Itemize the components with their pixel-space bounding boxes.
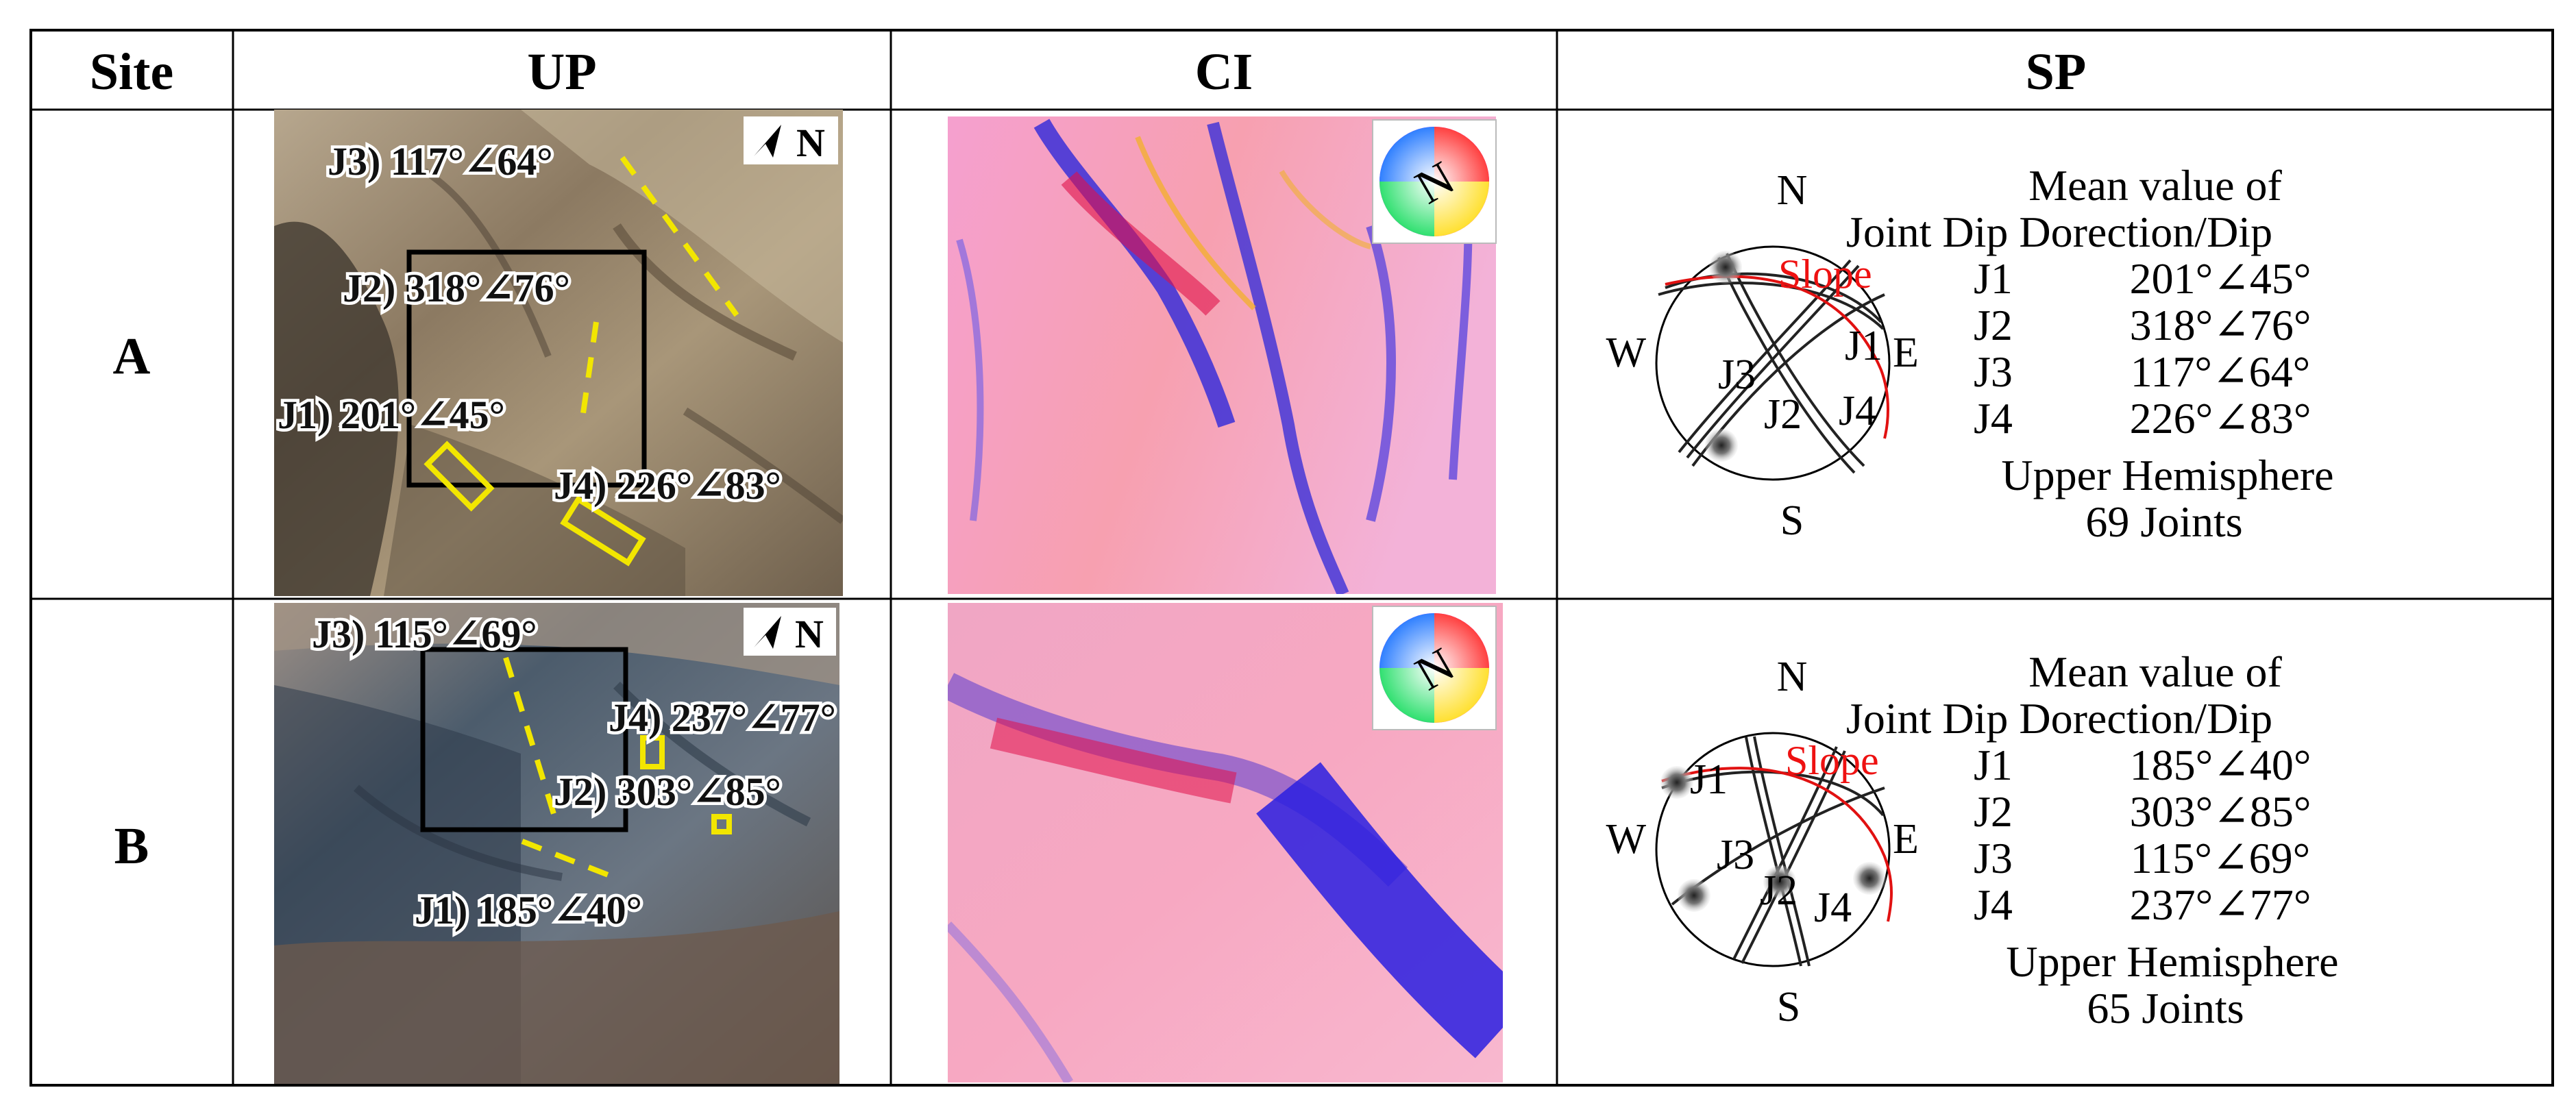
north-label-b: N: [795, 612, 824, 656]
sp-hemisphere-a: Upper Hemisphere: [2001, 451, 2333, 499]
sp-compass-e-a: E: [1893, 330, 1919, 376]
trace-j4-b: [640, 735, 665, 769]
sp-plot-j2-a: J2: [1764, 391, 1802, 438]
sp-compass-n-b: N: [1777, 654, 1808, 700]
color-wheel-compass-icon: N: [1372, 119, 1497, 244]
sp-joint-name: J4: [1974, 394, 2013, 443]
header-sp: SP: [2026, 43, 2087, 101]
sp-compass-n-a: N: [1777, 167, 1808, 214]
sp-count-b: 65 Joints: [2087, 984, 2244, 1032]
table-grid: [29, 29, 2554, 1087]
sp-compass-s-a: S: [1780, 497, 1804, 544]
up-overlay-b: N J3) 115°∠69° J4) 237°∠77° J2) 303°∠85°…: [309, 608, 839, 936]
north-badge-b: [744, 608, 836, 656]
sp-compass-e-b: E: [1893, 816, 1919, 863]
site-label-a: A: [113, 327, 151, 385]
sp-header-b: Joint Dip Dorection/Dip: [1846, 694, 2272, 743]
trace-j1-a: [424, 441, 495, 512]
sp-joint-value: 117°∠64°: [2131, 347, 2310, 396]
up-label-j3-b: J3) 115°∠69°: [312, 612, 537, 656]
trace-j4-a: [560, 495, 646, 567]
sp-joint-value: 226°∠83°: [2130, 394, 2311, 443]
header-up: UP: [527, 43, 596, 101]
header-ci: CI: [1195, 43, 1253, 101]
sp-joint-name: J2: [1974, 301, 2013, 349]
sp-slope-label-a: Slope: [1778, 251, 1872, 297]
sp-hemisphere-b: Upper Hemisphere: [2006, 937, 2338, 986]
stereonet-b: N S W E Slope J1 J2 J3 J4: [1606, 654, 1918, 1030]
north-badge-a: [744, 116, 838, 164]
sp-joint-value: 318°∠76°: [2130, 301, 2311, 349]
north-label-a: N: [796, 121, 825, 165]
up-label-j3-a: J3) 117°∠64°: [328, 139, 553, 184]
up-label-j2-a: J2) 318°∠76°: [343, 266, 570, 310]
up-label-j4-b: J4) 237°∠77°: [609, 695, 836, 740]
sp-joint-name: J1: [1974, 254, 2013, 303]
sp-plot-j1-a: J1: [1845, 323, 1882, 369]
sp-joint-value: 237°∠77°: [2130, 880, 2311, 929]
stereonet-a: N S W E Slope J1 J2 J3 J4: [1606, 167, 1918, 544]
trace-j1-b: [521, 839, 618, 881]
up-label-j2-b: J2) 303°∠85°: [554, 769, 781, 814]
sp-slope-label-b: Slope: [1785, 738, 1879, 783]
zoom-box-a: [406, 249, 647, 488]
sp-joint-value: 303°∠85°: [2130, 787, 2311, 836]
trace-j2-b: [711, 814, 732, 834]
sp-plot-j1-b: J1: [1690, 756, 1728, 803]
up-photo-a: [274, 110, 843, 596]
sp-joint-value: 115°∠69°: [2131, 834, 2310, 882]
ci-image-b: [948, 603, 1503, 1082]
sp-joint-name: J1: [1974, 741, 2013, 789]
sp-count-a: 69 Joints: [2085, 497, 2242, 546]
sp-plot-j4-b: J4: [1814, 884, 1852, 931]
sp-joint-name: J2: [1974, 787, 2013, 836]
sp-header-a: Joint Dip Dorection/Dip: [1846, 208, 2272, 256]
sp-plot-j4-a: J4: [1839, 388, 1876, 434]
sp-title-a: Mean value of: [2028, 161, 2282, 210]
sp-joint-value: 185°∠40°: [2130, 741, 2311, 789]
sp-summary-b: Mean value of Joint Dip Dorection/Dip J1…: [1846, 647, 2339, 1032]
sp-joint-value: 201°∠45°: [2130, 254, 2311, 303]
sp-plot-j3-a: J3: [1718, 351, 1756, 398]
sp-joint-name: J4: [1974, 880, 2013, 929]
header-site: Site: [90, 43, 173, 101]
up-label-j1-a: J1) 201°∠45°: [278, 393, 505, 437]
trace-j3-b: [503, 656, 556, 815]
up-label-j1-b: J1) 185°∠40°: [415, 888, 642, 932]
up-photo-b: [274, 603, 839, 1084]
sp-compass-s-b: S: [1777, 984, 1800, 1030]
sp-compass-w-b: W: [1606, 816, 1646, 863]
sp-title-b: Mean value of: [2028, 647, 2282, 696]
sp-plot-j2-b: J2: [1760, 867, 1798, 914]
site-label-b: B: [114, 817, 149, 875]
zoom-box-b: [420, 647, 628, 832]
north-arrow-icon: [754, 616, 781, 649]
sp-summary-a: Mean value of Joint Dip Dorection/Dip J1…: [1846, 161, 2334, 546]
color-wheel-compass-icon: N: [1372, 606, 1497, 730]
sp-joint-name: J3: [1974, 347, 2013, 396]
sp-plot-j3-b: J3: [1717, 832, 1754, 878]
trace-j3-a: [620, 156, 739, 317]
sp-compass-w-a: W: [1606, 330, 1646, 376]
up-overlay-a: N J3) 117°∠64° J2) 318°∠76° J1) 201°∠45°…: [275, 116, 838, 567]
up-label-j4-a: J4) 226°∠83°: [554, 463, 781, 508]
north-arrow-icon: [754, 125, 781, 158]
sp-joint-name: J3: [1974, 834, 2013, 882]
trace-j2-a: [580, 321, 599, 419]
